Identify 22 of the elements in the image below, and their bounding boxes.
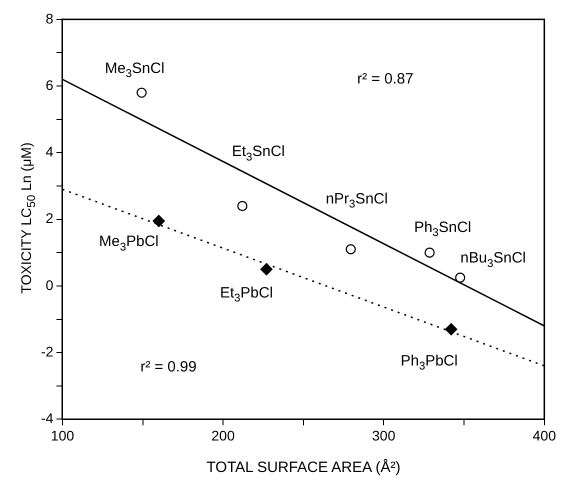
y-tick-label: -4 — [40, 410, 54, 426]
x-tick-label: 400 — [532, 427, 556, 444]
point — [445, 323, 458, 336]
point — [424, 248, 435, 258]
y-tick-label: 0 — [46, 276, 54, 293]
y-tick-label: 2 — [46, 210, 54, 226]
y-tick-label: 6 — [46, 76, 54, 93]
x-tick-label: 300 — [372, 427, 396, 444]
point — [136, 88, 147, 98]
x-tick-label: 200 — [211, 427, 235, 444]
x-tick-label: 100 — [50, 427, 74, 444]
point — [346, 244, 356, 254]
point — [455, 272, 466, 283]
point — [152, 214, 165, 228]
annotation: r² = 0.87 — [357, 70, 414, 88]
x-axis-title: TOTAL SURFACE AREA (Å²) — [206, 459, 402, 476]
y-tick-label: 4 — [46, 144, 54, 160]
y-tick-label: -2 — [40, 343, 54, 360]
y-tick-label: 8 — [46, 10, 54, 26]
annotation: r² = 0.99 — [140, 358, 197, 376]
point — [237, 200, 248, 212]
point — [260, 263, 273, 276]
